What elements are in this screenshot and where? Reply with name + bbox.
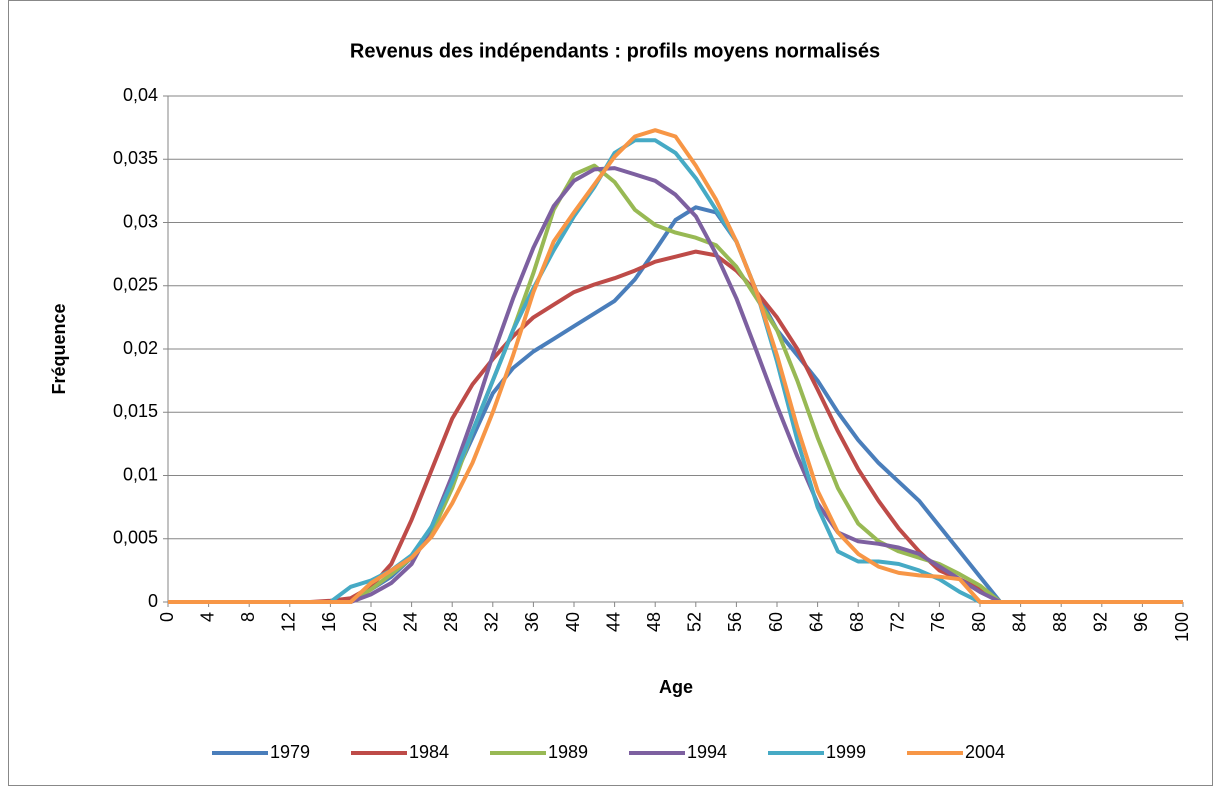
x-tick-label: 68 (847, 612, 867, 632)
x-tick-label: 8 (238, 612, 258, 622)
x-tick-label: 84 (1009, 612, 1029, 632)
legend-label: 2004 (965, 742, 1005, 762)
x-tick-label: 32 (482, 612, 502, 632)
x-tick-label: 60 (766, 612, 786, 632)
y-tick-label: 0,02 (123, 338, 158, 358)
x-tick-label: 88 (1050, 612, 1070, 632)
y-tick-label: 0,035 (113, 148, 158, 168)
chart-frame (8, 0, 1213, 786)
legend-label: 1984 (409, 742, 449, 762)
y-tick-label: 0,005 (113, 528, 158, 548)
x-tick-label: 80 (969, 612, 989, 632)
x-tick-label: 20 (360, 612, 380, 632)
legend-label: 1989 (548, 742, 588, 762)
x-tick-label: 48 (644, 612, 664, 632)
x-tick-label: 52 (685, 612, 705, 632)
y-tick-label: 0,01 (123, 464, 158, 484)
x-tick-label: 76 (928, 612, 948, 632)
x-tick-label: 92 (1091, 612, 1111, 632)
x-tick-label: 28 (441, 612, 461, 632)
y-tick-label: 0,015 (113, 401, 158, 421)
x-tick-label: 24 (400, 612, 420, 632)
y-tick-label: 0 (148, 591, 158, 611)
x-tick-label: 100 (1172, 612, 1192, 642)
x-tick-label: 4 (197, 612, 217, 622)
legend-label: 1994 (687, 742, 727, 762)
x-tick-label: 96 (1131, 612, 1151, 632)
chart-title: Revenus des indépendants : profils moyen… (350, 40, 880, 62)
legend-label: 1979 (270, 742, 310, 762)
y-tick-label: 0,025 (113, 275, 158, 295)
x-tick-label: 64 (806, 612, 826, 632)
y-axis-title: Fréquence (49, 303, 69, 394)
legend-label: 1999 (826, 742, 866, 762)
x-tick-label: 36 (522, 612, 542, 632)
x-tick-label: 0 (157, 612, 177, 622)
x-tick-label: 40 (563, 612, 583, 632)
x-tick-label: 12 (279, 612, 299, 632)
x-axis-title: Age (659, 677, 693, 697)
y-tick-label: 0,04 (123, 85, 158, 105)
y-tick-label: 0,03 (123, 211, 158, 231)
x-tick-label: 44 (603, 612, 623, 632)
series-line (168, 128, 1183, 604)
x-tick-label: 72 (888, 612, 908, 632)
x-tick-label: 56 (725, 612, 745, 632)
x-tick-label: 16 (319, 612, 339, 632)
